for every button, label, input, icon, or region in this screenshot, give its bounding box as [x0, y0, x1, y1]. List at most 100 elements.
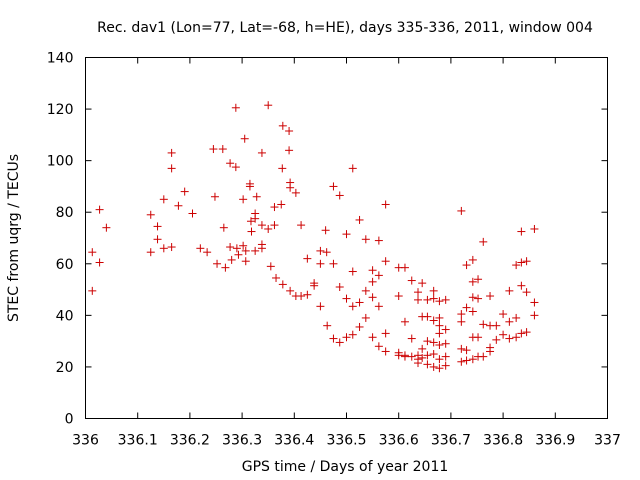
data-point	[435, 297, 444, 306]
y-axis-label: STEC from uqrg / TECUs	[6, 154, 22, 322]
x-tick-label: 336.6	[379, 433, 419, 449]
data-point	[492, 335, 501, 344]
data-point	[329, 259, 338, 268]
data-point	[414, 359, 423, 368]
data-point	[232, 244, 241, 253]
data-point	[322, 248, 331, 257]
data-point	[361, 235, 370, 244]
data-point	[355, 215, 364, 224]
data-point	[246, 217, 255, 226]
data-point	[286, 286, 295, 295]
data-point	[167, 243, 176, 252]
data-point	[291, 188, 300, 197]
data-point	[219, 223, 228, 232]
chart-title: Rec. dav1 (Lon=77, Lat=-68, h=HE), days …	[97, 20, 593, 36]
data-point	[468, 307, 477, 316]
data-point	[368, 293, 377, 302]
data-point	[457, 206, 466, 215]
data-point	[102, 223, 111, 232]
data-point	[368, 266, 377, 275]
data-point	[159, 244, 168, 253]
data-point	[381, 347, 390, 356]
data-point	[335, 282, 344, 291]
data-point	[429, 316, 438, 325]
data-point	[348, 164, 357, 173]
data-point	[374, 271, 383, 280]
data-point	[522, 328, 531, 337]
data-point	[441, 295, 450, 304]
data-point	[418, 344, 427, 353]
data-point	[462, 346, 471, 355]
data-point	[474, 294, 483, 303]
data-point	[278, 121, 287, 130]
data-point	[400, 317, 409, 326]
data-point	[374, 236, 383, 245]
data-point	[429, 338, 438, 347]
x-tick-label: 336.1	[118, 433, 158, 449]
data-point	[355, 322, 364, 331]
data-point	[479, 352, 488, 361]
data-point	[368, 277, 377, 286]
data-point	[240, 134, 249, 143]
data-point	[231, 163, 240, 172]
data-point	[180, 187, 189, 196]
data-point	[435, 329, 444, 338]
data-point	[231, 103, 240, 112]
data-point	[316, 259, 325, 268]
data-point	[342, 230, 351, 239]
data-point	[257, 221, 266, 230]
data-point	[479, 320, 488, 329]
x-tick-label: 336.8	[483, 433, 523, 449]
data-point	[374, 342, 383, 351]
data-point	[522, 257, 531, 266]
data-point	[239, 195, 248, 204]
data-point	[429, 350, 438, 359]
data-point	[95, 258, 104, 267]
data-points	[88, 101, 539, 373]
data-point	[517, 227, 526, 236]
data-point	[361, 286, 370, 295]
data-point	[257, 148, 266, 157]
data-point	[226, 243, 235, 252]
data-point	[213, 259, 222, 268]
data-point	[462, 303, 471, 312]
data-point	[174, 201, 183, 210]
data-point	[245, 182, 254, 191]
data-point	[226, 159, 235, 168]
data-point	[486, 347, 495, 356]
x-tick-label: 336.3	[222, 433, 262, 449]
data-point	[499, 330, 508, 339]
data-point	[400, 263, 409, 272]
data-point	[517, 329, 526, 338]
data-point	[492, 321, 501, 330]
data-point	[310, 281, 319, 290]
data-point	[277, 200, 286, 209]
data-point	[435, 313, 444, 322]
data-point	[441, 361, 450, 370]
data-point	[342, 333, 351, 342]
data-point	[423, 295, 432, 304]
data-point	[512, 333, 521, 342]
data-point	[167, 148, 176, 157]
data-point	[474, 333, 483, 342]
data-point	[264, 224, 273, 233]
data-point	[95, 205, 104, 214]
data-point	[418, 279, 427, 288]
data-point	[153, 235, 162, 244]
data-point	[227, 255, 236, 264]
data-point	[335, 191, 344, 200]
data-point	[505, 286, 514, 295]
data-point	[530, 311, 539, 320]
y-tick-label: 100	[47, 154, 74, 170]
x-tick-label: 336.2	[170, 433, 210, 449]
data-point	[407, 334, 416, 343]
data-point	[321, 226, 330, 235]
data-point	[530, 298, 539, 307]
data-point	[335, 338, 344, 347]
data-point	[400, 352, 409, 361]
data-point	[303, 254, 312, 263]
data-point	[407, 352, 416, 361]
data-point	[272, 273, 281, 282]
data-point	[414, 295, 423, 304]
